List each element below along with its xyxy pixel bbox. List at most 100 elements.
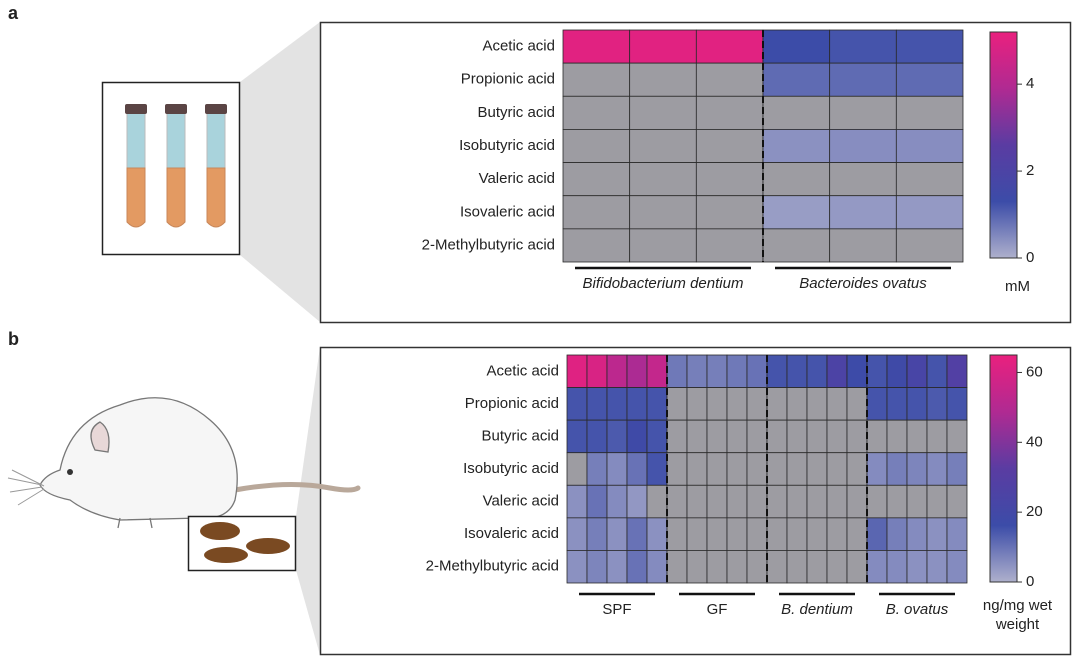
- heatmap-cell: [666, 387, 688, 421]
- heatmap-cell: [706, 354, 728, 388]
- heatmap-cell: [786, 452, 808, 486]
- heatmap-cell: [806, 550, 828, 584]
- heatmap-cell: [686, 517, 708, 551]
- heatmap-cell: [946, 354, 968, 388]
- heatmap-cell: [646, 517, 668, 551]
- heatmap-cell: [846, 387, 868, 421]
- heatmap-cell: [746, 387, 768, 421]
- heatmap-cell: [829, 29, 897, 64]
- heatmap-cell: [695, 129, 764, 163]
- heatmap-cell: [762, 129, 831, 163]
- heatmap-cell: [646, 484, 668, 519]
- heatmap-cell: [726, 484, 748, 519]
- heatmap-cell: [806, 484, 828, 519]
- heatmap-cell: [746, 517, 768, 551]
- heatmap-cell: [566, 452, 588, 486]
- colorbar-tick-label: 0: [1026, 249, 1034, 266]
- heatmap-cell: [786, 517, 808, 551]
- heatmap-cell: [629, 129, 697, 163]
- group-label: B. dentium: [781, 601, 853, 618]
- heatmap-cell: [926, 484, 948, 519]
- row-label: Isobutyric acid: [459, 137, 555, 154]
- heatmap-cell: [762, 95, 831, 130]
- row-label: Butyric acid: [477, 104, 555, 121]
- row-label: Propionic acid: [461, 71, 555, 88]
- row-label: Valeric acid: [483, 493, 559, 510]
- heatmap-cell: [766, 387, 788, 421]
- row-label: Valeric acid: [479, 170, 555, 187]
- heatmap-cell: [726, 517, 748, 551]
- heatmap-cell: [706, 387, 728, 421]
- heatmap-cell: [646, 354, 668, 388]
- heatmap-cell: [946, 484, 968, 519]
- heatmap-cell: [626, 354, 648, 388]
- heatmap-cell: [606, 550, 628, 584]
- heatmap-cell: [606, 484, 628, 519]
- heatmap-cell: [906, 354, 928, 388]
- heatmap-cell: [906, 452, 928, 486]
- heatmap-cell: [906, 419, 928, 454]
- heatmap-cell: [726, 387, 748, 421]
- heatmap-cell: [846, 419, 868, 454]
- heatmap-cell: [806, 419, 828, 454]
- heatmap-cell: [895, 62, 964, 97]
- heatmap-cell: [786, 484, 808, 519]
- heatmap-cell: [895, 95, 964, 130]
- heatmap-cell: [766, 550, 788, 584]
- colorbar-label: mM: [1005, 278, 1030, 295]
- heatmap-cell: [666, 419, 688, 454]
- colorbar-label: ng/mg wet weight: [982, 597, 1053, 633]
- colorbar-tick-label: 20: [1026, 503, 1043, 520]
- heatmap-cell: [562, 95, 631, 130]
- heatmap-cell: [926, 419, 948, 454]
- heatmap-cell: [906, 517, 928, 551]
- heatmap-cell: [586, 550, 608, 584]
- heatmap-cell: [895, 228, 964, 263]
- row-label: Butyric acid: [481, 427, 559, 444]
- heatmap-cell: [706, 452, 728, 486]
- heatmap-cell: [695, 95, 764, 130]
- group-label: B. ovatus: [885, 601, 949, 618]
- heatmap-cell: [706, 419, 728, 454]
- heatmap-cell: [829, 62, 897, 97]
- heatmap-cell: [562, 29, 631, 64]
- heatmap-cell: [946, 517, 968, 551]
- heatmap-cell: [866, 452, 888, 486]
- heatmap-cell: [926, 387, 948, 421]
- heatmap-cell: [606, 387, 628, 421]
- heatmap-cell: [606, 452, 628, 486]
- heatmap-cell: [726, 550, 748, 584]
- heatmap-cell: [886, 354, 908, 388]
- heatmap-cell: [886, 419, 908, 454]
- heatmap-cell: [826, 484, 848, 519]
- heatmap-cell: [866, 419, 888, 454]
- group-label: Bacteroides ovatus: [799, 275, 927, 292]
- heatmap-cell: [695, 228, 764, 263]
- row-label: Isobutyric acid: [463, 460, 559, 477]
- heatmap-cell: [686, 452, 708, 486]
- heatmap-cell: [686, 354, 708, 388]
- heatmap-cell: [566, 550, 588, 584]
- heatmap-cell: [906, 387, 928, 421]
- heatmap-cell: [846, 484, 868, 519]
- heatmap-cell: [726, 419, 748, 454]
- heatmap-cell: [562, 162, 631, 197]
- heatmap-cell: [866, 484, 888, 519]
- heatmap-cell: [562, 129, 631, 163]
- heatmap-cell: [706, 484, 728, 519]
- heatmap-cell: [666, 452, 688, 486]
- heatmap-cell: [646, 419, 668, 454]
- heatmap-cell: [766, 419, 788, 454]
- heatmap-cell: [806, 387, 828, 421]
- heatmap-cell: [786, 354, 808, 388]
- heatmap-cell: [895, 195, 964, 230]
- heatmap-cell: [926, 354, 948, 388]
- heatmap-cell: [629, 228, 697, 263]
- heatmap-cell: [562, 228, 631, 263]
- heatmap-cell: [829, 162, 897, 197]
- heatmap-cell: [566, 387, 588, 421]
- heatmap-cell: [946, 452, 968, 486]
- heatmap-cell: [586, 484, 608, 519]
- group-label: GF: [706, 601, 728, 618]
